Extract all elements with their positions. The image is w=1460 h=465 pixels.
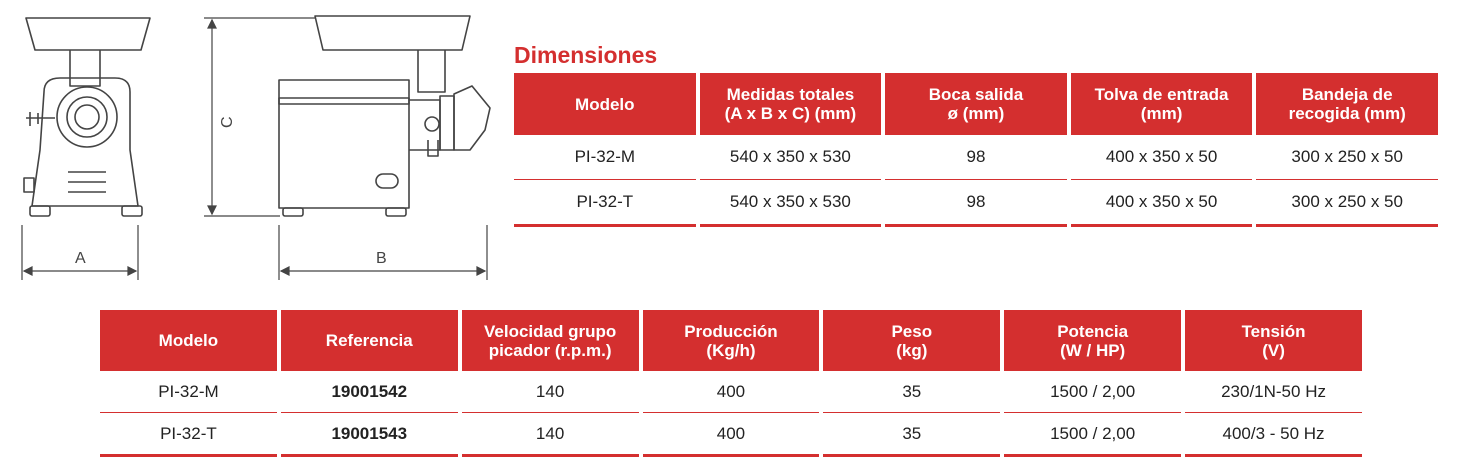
side-view-drawing — [278, 15, 491, 217]
cell-hopper: 400 x 350 x 50 — [1070, 180, 1253, 227]
cell-hopper: 400 x 350 x 50 — [1070, 135, 1253, 180]
specs-header-row: Modelo Referencia Velocidad grupo picador… — [100, 310, 1362, 371]
cell-weight: 35 — [823, 413, 1001, 457]
specs-header-production: Producción (Kg/h) — [642, 310, 820, 371]
front-view-drawing — [23, 17, 151, 217]
cell-model: PI-32-M — [100, 371, 277, 413]
dimensions-header-hopper: Tolva de entrada (mm) — [1070, 73, 1253, 135]
cell-overall: 540 x 350 x 530 — [699, 180, 882, 227]
cell-outlet: 98 — [885, 180, 1067, 227]
dimension-a — [21, 225, 139, 280]
cell-model: PI-32-T — [514, 180, 696, 227]
specs-header-weight: Peso (kg) — [823, 310, 1001, 371]
cell-reference: 19001543 — [280, 413, 458, 457]
table-row: PI-32-M 540 x 350 x 530 98 400 x 350 x 5… — [514, 135, 1438, 180]
cell-power: 1500 / 2,00 — [1004, 371, 1182, 413]
label-b: B — [376, 250, 387, 267]
dimensions-title: Dimensiones — [514, 42, 658, 68]
cell-production: 400 — [642, 371, 820, 413]
dimensions-header-row: Modelo Medidas totales (A x B x C) (mm) B… — [514, 73, 1438, 135]
specs-header-speed: Velocidad grupo picador (r.p.m.) — [461, 310, 639, 371]
dimension-b — [278, 225, 488, 280]
cell-speed: 140 — [461, 371, 639, 413]
dimension-c — [204, 17, 316, 217]
cell-speed: 140 — [461, 413, 639, 457]
label-c: C — [219, 116, 236, 128]
cell-tray: 300 x 250 x 50 — [1256, 180, 1438, 227]
specs-header-power: Potencia (W / HP) — [1004, 310, 1182, 371]
dimensions-table: Modelo Medidas totales (A x B x C) (mm) B… — [510, 73, 1442, 227]
specs-header-model: Modelo — [100, 310, 277, 371]
dimensions-header-overall: Medidas totales (A x B x C) (mm) — [699, 73, 882, 135]
cell-voltage: 400/3 - 50 Hz — [1185, 413, 1362, 457]
dimensions-header-outlet: Boca salida ø (mm) — [885, 73, 1067, 135]
label-a: A — [75, 250, 86, 267]
cell-reference: 19001542 — [280, 371, 458, 413]
table-row: PI-32-M 19001542 140 400 35 1500 / 2,00 … — [100, 371, 1362, 413]
table-row: PI-32-T 19001543 140 400 35 1500 / 2,00 … — [100, 413, 1362, 457]
cell-voltage: 230/1N-50 Hz — [1185, 371, 1362, 413]
dimensions-header-model: Modelo — [514, 73, 696, 135]
dimensions-header-tray: Bandeja de recogida (mm) — [1256, 73, 1438, 135]
cell-overall: 540 x 350 x 530 — [699, 135, 882, 180]
cell-outlet: 98 — [885, 135, 1067, 180]
cell-power: 1500 / 2,00 — [1004, 413, 1182, 457]
cell-production: 400 — [642, 413, 820, 457]
cell-model: PI-32-M — [514, 135, 696, 180]
specs-header-reference: Referencia — [280, 310, 458, 371]
cell-weight: 35 — [823, 371, 1001, 413]
specs-header-voltage: Tensión (V) — [1185, 310, 1362, 371]
specs-table: Modelo Referencia Velocidad grupo picador… — [96, 310, 1366, 457]
cell-model: PI-32-T — [100, 413, 277, 457]
table-row: PI-32-T 540 x 350 x 530 98 400 x 350 x 5… — [514, 180, 1438, 227]
machine-drawings: A B C — [21, 15, 491, 280]
cell-tray: 300 x 250 x 50 — [1256, 135, 1438, 180]
